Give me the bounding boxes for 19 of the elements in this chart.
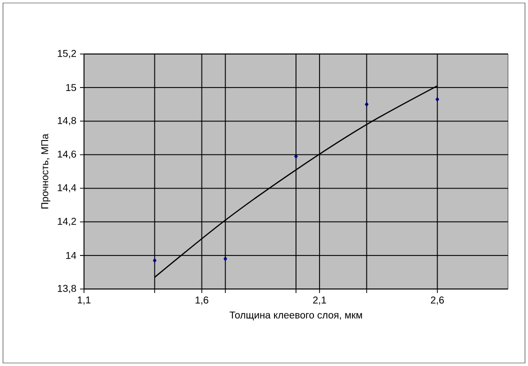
y-tick-label: 14,4 [58,184,76,192]
y-tick-label: 14,6 [58,150,76,159]
x-tick-label: 2,1 [313,296,326,305]
x-tick-label: 2,6 [430,296,444,305]
point [294,154,298,159]
y-tick-label: 15 [66,84,76,92]
y-tick-label: 14 [66,252,76,259]
point [435,96,440,102]
x-tick-label: 1,1 [78,296,90,305]
y-tick-label: 14,2 [58,218,76,226]
point [223,256,228,262]
y-tick-label: 14,8 [58,117,76,126]
y-axis-title: Прочность, МПа [41,134,50,208]
x-tick-label: 1,6 [196,296,208,305]
y-tick-label: 15,2 [58,50,76,58]
point [364,102,369,107]
point [152,258,157,263]
x-axis-title: Толщина клеевого слоя, мкм [230,312,362,320]
y-tick-label: 13,8 [58,284,76,294]
